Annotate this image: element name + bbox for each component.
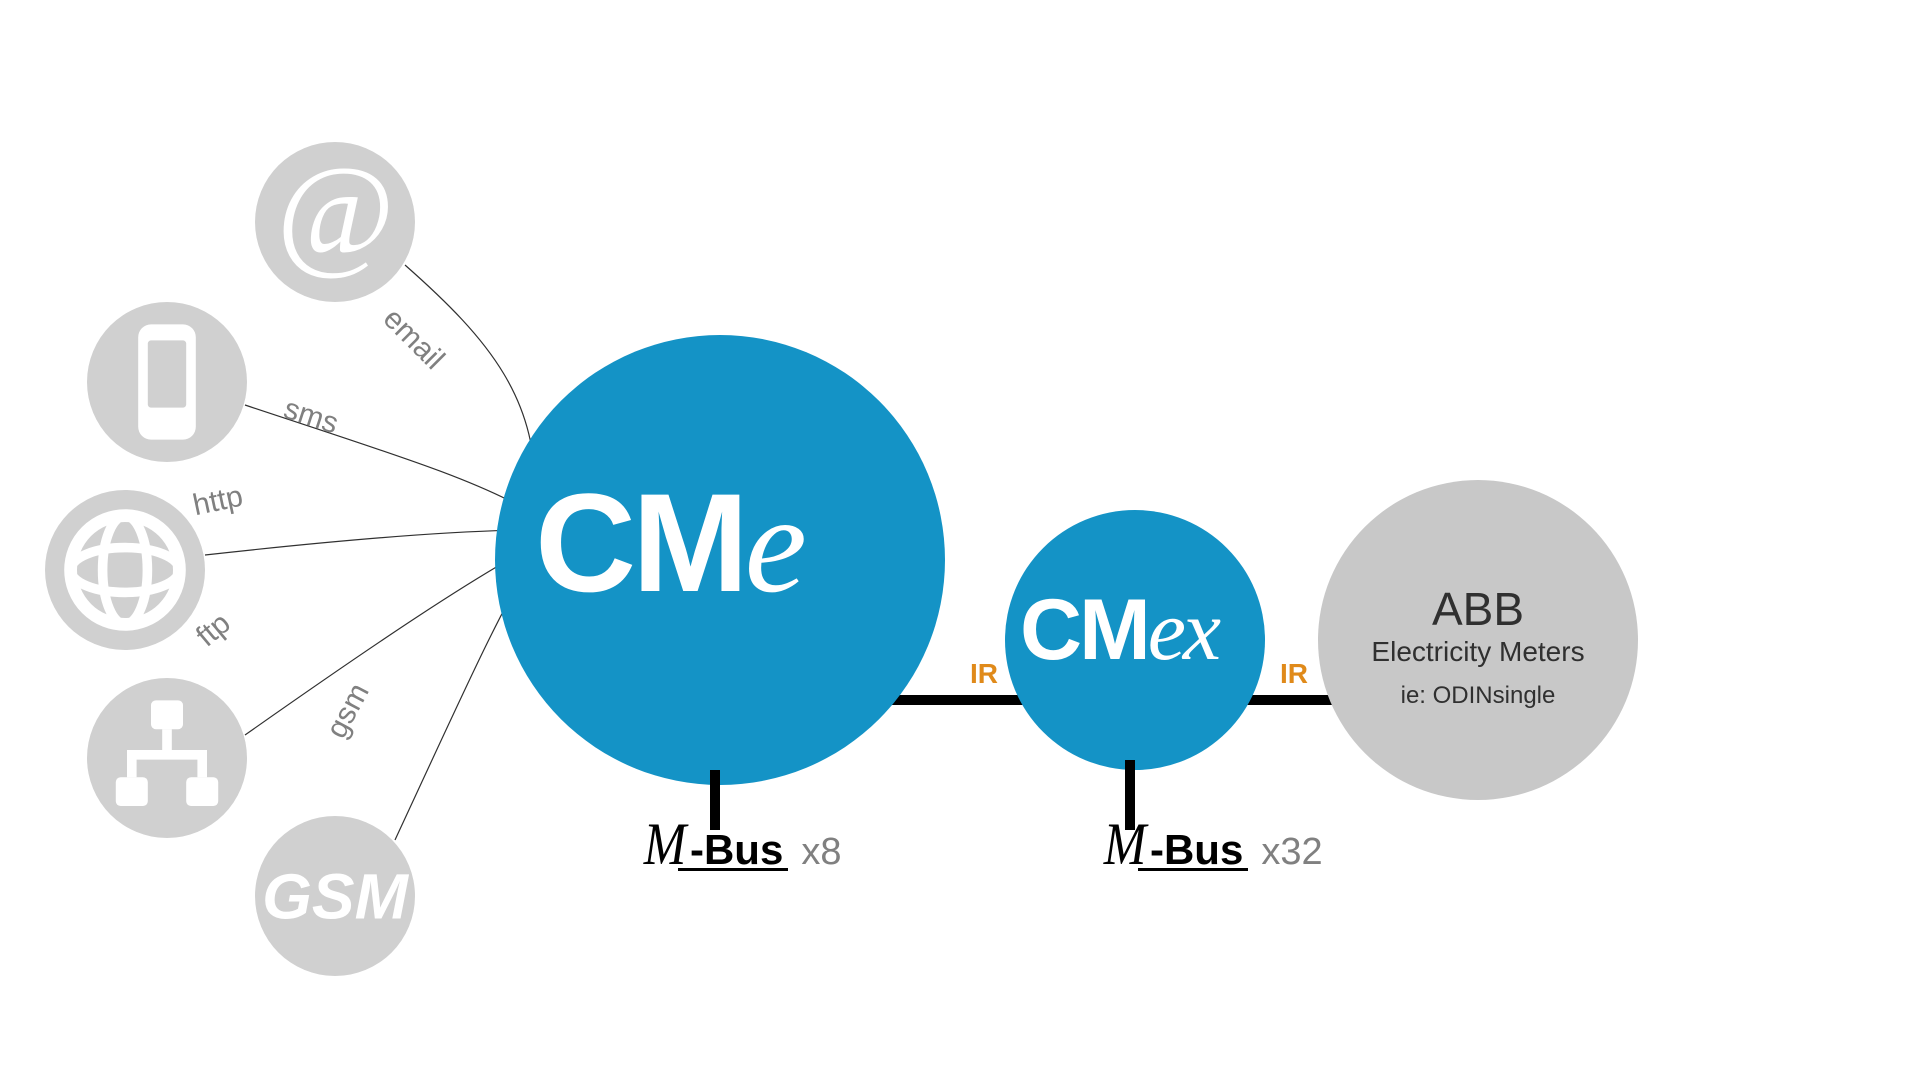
- ir-label-2: IR: [1280, 658, 1308, 690]
- protocol-icon-http: [45, 490, 205, 650]
- protocol-icon-email: @: [255, 142, 415, 302]
- svg-text:@: @: [276, 142, 394, 282]
- protocol-icon-ftp: [87, 678, 247, 838]
- ir-label-1: IR: [970, 658, 998, 690]
- mbus-underline-cme: [678, 868, 788, 871]
- abb-example: ie: ODINsingle: [1318, 682, 1638, 710]
- diagram-stage: IR IR @emailsmshttpftpGSMgsm CMe CMex AB…: [0, 0, 1920, 1080]
- cmex-cm: CM: [1020, 582, 1148, 678]
- abb-subtitle: Electricity Meters: [1318, 636, 1638, 668]
- protocol-icon-sms: [87, 302, 247, 462]
- mbus-underline-cmex: [1138, 868, 1248, 871]
- node-cmex-label: CMex: [1020, 580, 1218, 680]
- cme-cm: CM: [535, 464, 745, 621]
- svg-text:GSM: GSM: [262, 860, 409, 932]
- cme-e: e: [745, 467, 803, 622]
- protocol-icon-gsm: GSM: [255, 816, 415, 976]
- abb-title: ABB: [1318, 582, 1638, 636]
- cmex-ex: ex: [1148, 582, 1218, 678]
- abb-text: ABB Electricity Meters ie: ODINsingle: [1318, 582, 1638, 710]
- node-cme-label: CMe: [535, 462, 803, 625]
